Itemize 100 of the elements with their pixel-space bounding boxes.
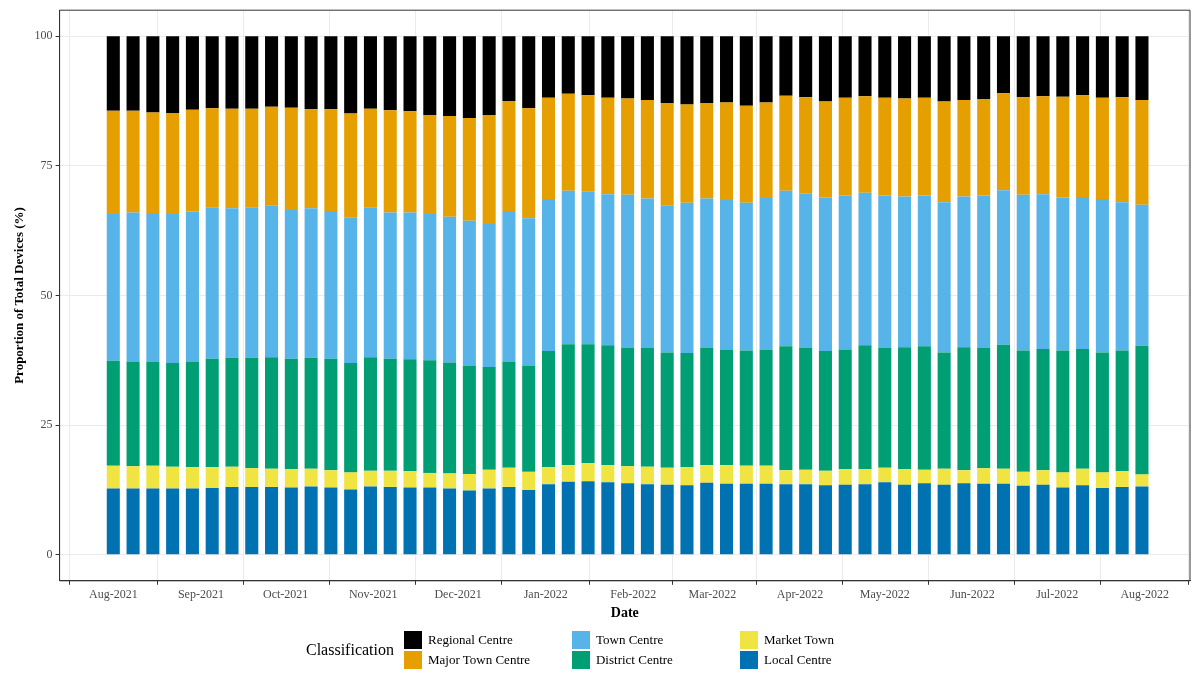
bar [680, 202, 694, 354]
bar [423, 360, 437, 473]
bar [739, 350, 753, 466]
bar [640, 484, 654, 555]
bar [621, 483, 635, 555]
bar [799, 484, 813, 555]
bar [363, 470, 377, 487]
bar [403, 36, 417, 112]
bar [759, 36, 773, 103]
bar [1076, 95, 1090, 197]
bar [1056, 96, 1070, 198]
bar [799, 469, 813, 485]
bar [383, 212, 397, 359]
bar [383, 486, 397, 555]
bar [1076, 468, 1090, 486]
bar [363, 108, 377, 208]
bar [680, 104, 694, 203]
bar [898, 469, 912, 485]
bar [284, 36, 298, 108]
bar [304, 357, 318, 469]
bar [185, 211, 199, 362]
bar [344, 489, 358, 555]
bar [1095, 472, 1109, 488]
x-tick-label: Aug-2021 [88, 587, 138, 602]
bar [225, 108, 239, 209]
bar [601, 194, 615, 346]
bar [225, 357, 239, 467]
bar [996, 190, 1011, 345]
bar [838, 349, 852, 470]
bar [957, 347, 971, 471]
bar [660, 352, 674, 468]
bar [720, 483, 734, 555]
bar [720, 36, 734, 103]
bar [245, 36, 259, 109]
bar [700, 482, 714, 555]
bar [937, 202, 951, 353]
bar [739, 465, 753, 484]
bar [1056, 487, 1070, 555]
bar [106, 214, 120, 361]
bar [917, 346, 931, 470]
bar [502, 486, 516, 555]
bar [324, 36, 338, 110]
bar [522, 490, 536, 555]
bar [166, 214, 180, 363]
x-tick-label: Nov-2021 [348, 587, 398, 602]
x-tick-label: Apr-2022 [776, 587, 824, 602]
bar [522, 36, 536, 109]
bar [403, 111, 417, 213]
bar [739, 483, 753, 555]
bar [1036, 484, 1050, 555]
bar [522, 365, 536, 472]
bar [166, 112, 180, 215]
bar [700, 103, 714, 199]
bar [502, 210, 516, 362]
bar [265, 468, 279, 487]
bar [1135, 486, 1149, 555]
x-tick-label: Dec-2021 [434, 587, 482, 602]
bar [482, 114, 496, 224]
legend-label: District Centre [595, 652, 673, 668]
bar [640, 466, 654, 485]
bar [1135, 99, 1149, 205]
bar [304, 109, 318, 209]
bar [1036, 96, 1050, 195]
y-axis-title: Proportion of Total Devices (%) [11, 207, 27, 384]
bar [423, 36, 437, 115]
x-tick-label: May-2022 [859, 587, 910, 602]
bar [858, 345, 872, 470]
bar [304, 208, 318, 358]
bar [1016, 194, 1030, 351]
bar [166, 466, 180, 489]
bar [462, 490, 476, 555]
bar [581, 36, 595, 96]
bar [700, 347, 714, 466]
bar [126, 466, 140, 489]
legend-label: Market Town [763, 632, 834, 648]
bar [126, 361, 140, 467]
bar [185, 36, 199, 110]
bar [878, 482, 892, 555]
bar [363, 486, 377, 555]
bar [502, 36, 516, 101]
bar [818, 36, 832, 102]
bar [1115, 471, 1129, 487]
bar [245, 207, 259, 358]
bar [581, 95, 595, 192]
bar [838, 195, 852, 350]
bar [541, 467, 556, 485]
bar [324, 210, 338, 359]
x-tick-label: Aug-2022 [1120, 587, 1170, 602]
bar [205, 358, 219, 468]
bar [265, 205, 279, 358]
bar [245, 468, 259, 487]
bar [759, 349, 773, 466]
bar [146, 488, 160, 555]
bar [660, 467, 674, 485]
bar [265, 36, 279, 107]
bar [1095, 97, 1109, 200]
bar [166, 362, 180, 467]
bar [878, 97, 892, 196]
bar [265, 357, 279, 469]
bar [423, 214, 437, 361]
